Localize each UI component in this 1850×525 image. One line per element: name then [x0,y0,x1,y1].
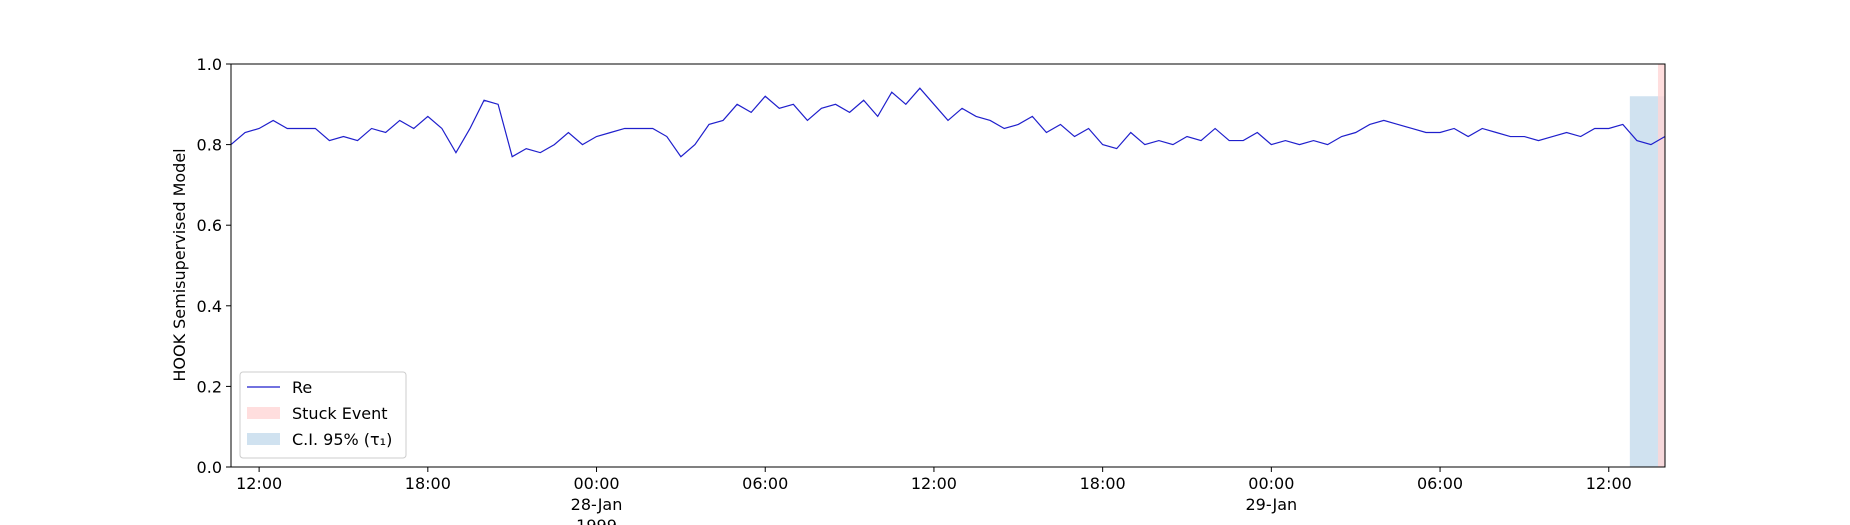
x-tick-label: 12:00 [911,474,957,493]
y-tick-label: 0.0 [197,458,222,477]
x-tick-label: 12:00 [236,474,282,493]
x-tick-label: 06:00 [1417,474,1463,493]
x-tick-label: 1999 [576,516,617,525]
y-tick-label: 0.4 [197,297,222,316]
x-tick-label: 18:00 [405,474,451,493]
x-tick-label: 06:00 [742,474,788,493]
legend-box [239,371,407,459]
x-tick-label: 18:00 [1080,474,1126,493]
y-tick-label: 0.2 [197,377,222,396]
x-tick-label: 29-Jan [1246,495,1298,514]
legend-swatch [247,407,280,419]
line-series [230,87,1666,158]
legend-label: Stuck Event [292,404,388,423]
y-tick-label: 1.0 [197,55,222,74]
y-tick-label: 0.8 [197,136,222,155]
x-tick-label: 00:00 [573,474,619,493]
x-tick-label: 12:00 [1586,474,1632,493]
y-axis-label: HOOK Semisupervised Model [170,148,189,381]
axes-frame [230,63,1666,468]
x-tick-label: 00:00 [1248,474,1294,493]
legend-label: C.I. 95% (τ₁) [292,430,392,449]
x-tick-label: 28-Jan [571,495,623,514]
y-tick-label: 0.6 [197,216,222,235]
stuck-event-span [1657,64,1665,467]
legend-label: Re [292,378,312,397]
legend-swatch [247,433,280,445]
